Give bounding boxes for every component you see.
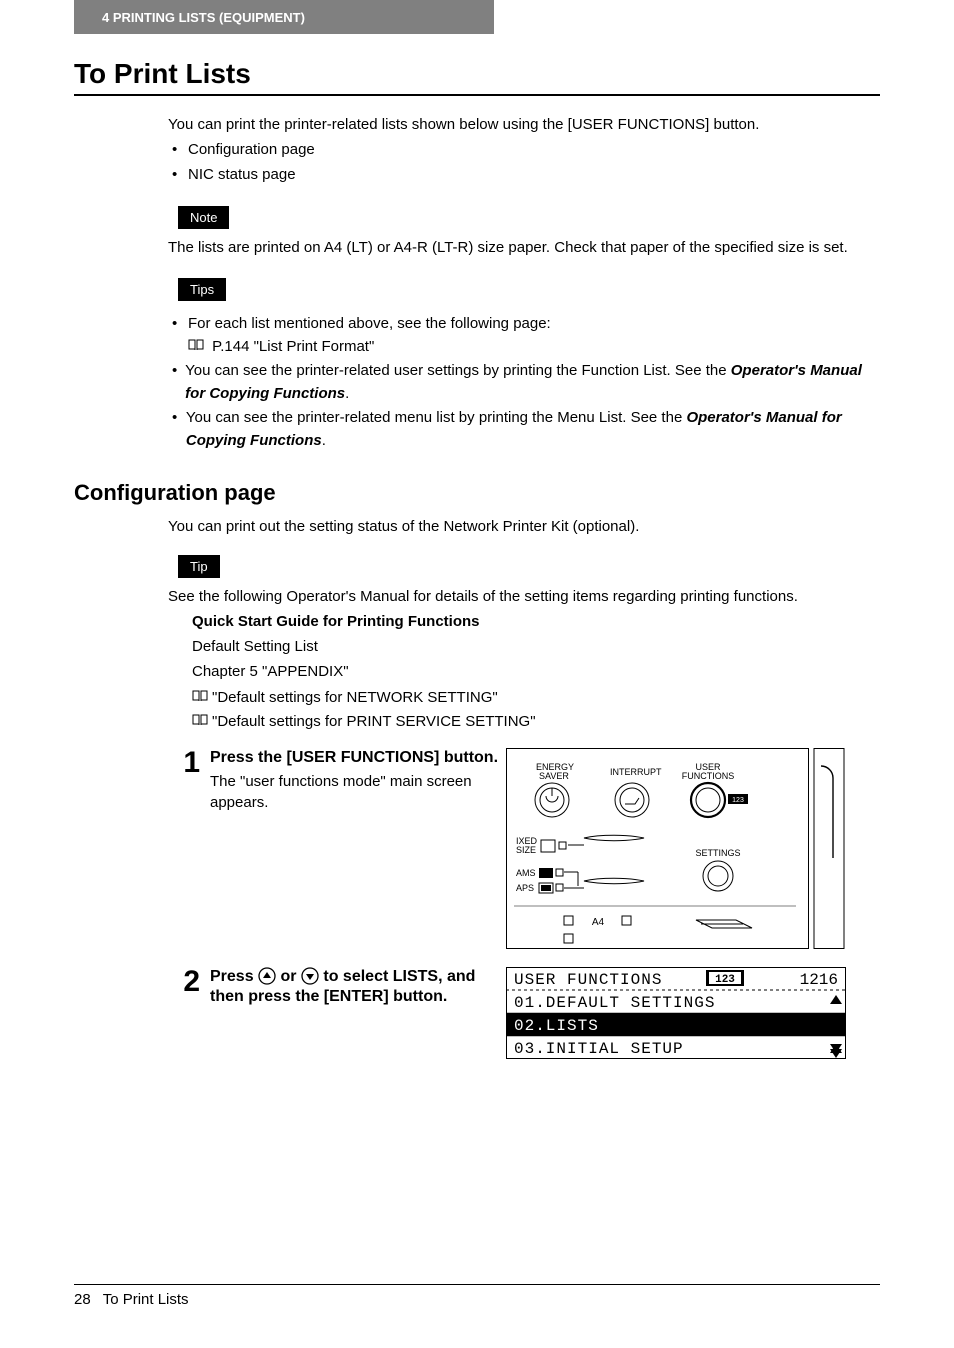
book-icon (192, 686, 208, 709)
page-content: To Print Lists You can print the printer… (74, 58, 880, 1069)
lcd-figure: USER FUNCTIONS 123 1216 01.DEFAULT SETTI… (498, 967, 880, 1059)
intro-list: • Configuration page • NIC status page (168, 139, 880, 186)
bullet-icon: • (168, 164, 188, 187)
bullet-icon: • (168, 360, 185, 405)
tip-body: For each list mentioned above, see the f… (188, 313, 551, 358)
chapter-label: 4 PRINTING LISTS (EQUIPMENT) (102, 10, 305, 25)
svg-text:FUNCTIONS: FUNCTIONS (682, 771, 735, 781)
panel-figure: ENERGY SAVER INTERRUPT USER FUNCTIONS (498, 748, 880, 953)
tip-body: You can see the printer-related user set… (185, 360, 880, 405)
step-left: 2 Press or to select LISTS, and then pre… (168, 967, 498, 1059)
step-desc: The "user functions mode" main screen ap… (210, 772, 498, 813)
panel-label-ams: AMS (516, 868, 536, 878)
config-body: You can print out the setting status of … (168, 516, 880, 1059)
guide-block: Quick Start Guide for Printing Functions… (192, 611, 880, 734)
intro-text: You can print the printer-related lists … (168, 114, 880, 135)
list-item: • Configuration page (168, 139, 880, 162)
list-item: • For each list mentioned above, see the… (168, 313, 880, 358)
guide-title: Quick Start Guide for Printing Functions (192, 611, 880, 632)
control-panel-svg: ENERGY SAVER INTERRUPT USER FUNCTIONS (506, 748, 846, 953)
step-title: Press or to select LISTS, and then press… (210, 967, 498, 1009)
step-text: Press the [USER FUNCTIONS] button. The "… (210, 748, 498, 953)
tip-ref: P.144 "List Print Format" (212, 338, 374, 355)
step-number: 1 (168, 748, 200, 953)
lcd-time: 1216 (800, 971, 838, 989)
svg-text:123: 123 (732, 797, 744, 804)
chapter-header: 4 PRINTING LISTS (EQUIPMENT) (74, 0, 494, 34)
lcd-badge: 123 (715, 974, 735, 986)
tips-label: Tips (178, 278, 226, 301)
guide-line: Chapter 5 "APPENDIX" (192, 661, 880, 682)
step-left: 1 Press the [USER FUNCTIONS] button. The… (168, 748, 498, 953)
lcd-row-1: 01.DEFAULT SETTINGS (514, 994, 715, 1012)
note-label: Note (178, 206, 229, 229)
note-text: The lists are printed on A4 (LT) or A4-R… (168, 237, 880, 258)
bullet-icon: • (168, 407, 186, 452)
panel-label-settings: SETTINGS (695, 848, 740, 858)
tip-body: You can see the printer-related menu lis… (186, 407, 880, 452)
step-number: 2 (168, 967, 200, 1059)
svg-text:SIZE: SIZE (516, 845, 536, 855)
step2-mid: or (276, 968, 301, 985)
step-2: 2 Press or to select LISTS, and then pre… (168, 967, 880, 1059)
config-intro: You can print out the setting status of … (168, 516, 880, 537)
lcd-title: USER FUNCTIONS (514, 971, 662, 989)
tip-label: Tip (178, 555, 220, 578)
panel-label-aps: APS (516, 883, 534, 893)
list-item: • NIC status page (168, 164, 880, 187)
step-1: 1 Press the [USER FUNCTIONS] button. The… (168, 748, 880, 953)
step-title: Press the [USER FUNCTIONS] button. (210, 748, 498, 769)
svg-text:SAVER: SAVER (539, 771, 569, 781)
list-item: • You can see the printer-related menu l… (168, 407, 880, 452)
footer-title: To Print Lists (103, 1291, 189, 1308)
list-item-text: Configuration page (188, 139, 315, 162)
list-item: • You can see the printer-related user s… (168, 360, 880, 405)
page-title: To Print Lists (74, 58, 880, 96)
page-footer: 28 To Print Lists (74, 1284, 880, 1308)
panel-label-a4: A4 (592, 917, 605, 928)
tip-line: P.144 "List Print Format" (188, 336, 551, 359)
config-tip-text: See the following Operator's Manual for … (168, 586, 880, 607)
lcd-screen-svg: USER FUNCTIONS 123 1216 01.DEFAULT SETTI… (506, 967, 846, 1059)
tip-line: For each list mentioned above, see the f… (188, 313, 551, 336)
panel-label-interrupt: INTERRUPT (610, 767, 662, 777)
book-icon (192, 710, 208, 733)
up-button-icon (258, 967, 276, 985)
lcd-row-2: 02.LISTS (514, 1017, 599, 1035)
tips-list: • For each list mentioned above, see the… (168, 313, 880, 452)
bullet-icon: • (168, 313, 188, 358)
step-text: Press or to select LISTS, and then press… (210, 967, 498, 1059)
section-title: Configuration page (74, 480, 880, 506)
ref-item: "Default settings for NETWORK SETTING" (192, 686, 880, 709)
ref-text: "Default settings for NETWORK SETTING" (212, 686, 498, 709)
ref-item: "Default settings for PRINT SERVICE SETT… (192, 710, 880, 733)
lcd-row-3: 03.INITIAL SETUP (514, 1040, 684, 1058)
ref-text: "Default settings for PRINT SERVICE SETT… (212, 710, 536, 733)
list-item-text: NIC status page (188, 164, 296, 187)
body: You can print the printer-related lists … (168, 114, 880, 452)
step2-pre: Press (210, 968, 258, 985)
book-icon (188, 336, 204, 359)
guide-line: Default Setting List (192, 636, 880, 657)
bullet-icon: • (168, 139, 188, 162)
page-number: 28 (74, 1291, 91, 1308)
down-button-icon (301, 967, 319, 985)
